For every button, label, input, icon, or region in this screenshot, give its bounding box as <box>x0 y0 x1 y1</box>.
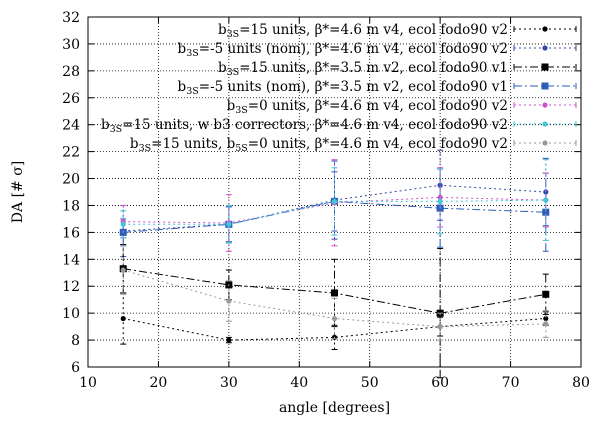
plot-frame <box>87 16 582 368</box>
data-point <box>542 45 548 51</box>
series-line <box>123 318 546 341</box>
y-tick-label: 30 <box>62 37 80 53</box>
data-point <box>542 121 548 127</box>
legend-entry: b3S=15 units, w b3 correctors, β*=4.6 m … <box>101 117 577 135</box>
axis-ticks: 10 20 30 40 50 60 70 80 6 8 10 12 14 16 18 20 22 24 26 28 30… <box>62 10 590 391</box>
x-tick-label: 30 <box>220 375 238 391</box>
x-tick-label: 10 <box>79 375 97 391</box>
y-tick-label: 6 <box>71 360 80 376</box>
y-tick-label: 18 <box>62 198 80 214</box>
legend-entry: b3S=0 units, β*=4.6 m v4, ecol fodo90 v2 <box>227 98 577 116</box>
x-tick-label: 60 <box>431 375 449 391</box>
legend-label: b3S=15 units, β*=4.6 m v4, ecol fodo90 v… <box>218 22 508 40</box>
y-tick-label: 28 <box>62 64 80 80</box>
series-line <box>123 196 546 224</box>
data-point <box>120 315 126 322</box>
legend-label: b3S=15 units, w b3 correctors, β*=4.6 m … <box>101 117 508 135</box>
y-tick-label: 26 <box>62 91 80 107</box>
legend-entry: b3S=15 units, β*=4.6 m v4, ecol fodo90 v… <box>218 22 577 40</box>
legend-label: b3S=15 units, β*=3.5 m v2, ecol fodo90 v… <box>218 60 508 78</box>
data-point <box>120 221 126 227</box>
series-line <box>123 199 546 225</box>
legend-label: b3S=-5 units (nom), β*=4.6 m v4, ecol fo… <box>178 41 508 59</box>
y-tick-label: 8 <box>71 333 80 349</box>
x-tick-label: 80 <box>572 375 590 391</box>
data-point <box>331 289 338 297</box>
data-point <box>542 208 550 216</box>
legend-entry: b3S=-5 units (nom), β*=4.6 m v4, ecol fo… <box>178 41 577 59</box>
x-tick-label: 70 <box>502 375 520 391</box>
data-point <box>543 321 549 327</box>
series-3 <box>119 244 550 379</box>
data-point <box>226 337 232 343</box>
y-tick-label: 32 <box>62 10 80 26</box>
y-tick-label: 10 <box>62 306 80 322</box>
data-point <box>331 315 338 322</box>
legend-label: b3S=15 units, b5S=0 units, β*=4.6 m v4, … <box>130 136 508 154</box>
data-point <box>331 198 338 205</box>
y-axis-title: DA [# σ] <box>10 161 26 223</box>
data-point <box>120 267 126 273</box>
data-point <box>437 198 443 205</box>
data-point <box>541 63 549 71</box>
x-tick-label: 20 <box>150 375 168 391</box>
data-point <box>541 82 549 90</box>
y-tick-label: 16 <box>62 225 80 241</box>
data-point <box>226 298 232 304</box>
data-point <box>542 102 548 108</box>
legend-entry: b3S=15 units, β*=3.5 m v2, ecol fodo90 v… <box>218 60 577 78</box>
data-point <box>542 140 548 146</box>
y-tick-label: 12 <box>62 279 80 295</box>
series-layer <box>119 149 550 379</box>
y-tick-label: 14 <box>62 252 80 268</box>
x-tick-label: 50 <box>361 375 379 391</box>
data-point <box>542 290 550 298</box>
series-7 <box>120 245 549 341</box>
x-axis-title: angle [degrees] <box>279 400 390 416</box>
legend-label: b3S=0 units, β*=4.6 m v4, ecol fodo90 v2 <box>227 98 508 116</box>
data-point <box>437 324 443 330</box>
data-point <box>226 221 232 227</box>
legend-entry: b3S=15 units, b5S=0 units, β*=4.6 m v4, … <box>130 136 577 154</box>
y-tick-label: 22 <box>62 145 80 161</box>
y-tick-label: 24 <box>62 118 80 134</box>
data-point <box>543 315 549 322</box>
data-point <box>543 197 549 203</box>
y-tick-label: 20 <box>62 172 80 188</box>
x-tick-label: 40 <box>290 375 308 391</box>
data-point <box>542 26 548 32</box>
legend: b3S=15 units, β*=4.6 m v4, ecol fodo90 v… <box>101 22 577 154</box>
legend-label: b3S=-5 units (nom), β*=3.5 m v2, ecol fo… <box>178 79 508 97</box>
series-6 <box>120 159 549 244</box>
legend-entry: b3S=-5 units (nom), β*=3.5 m v2, ecol fo… <box>178 79 577 97</box>
